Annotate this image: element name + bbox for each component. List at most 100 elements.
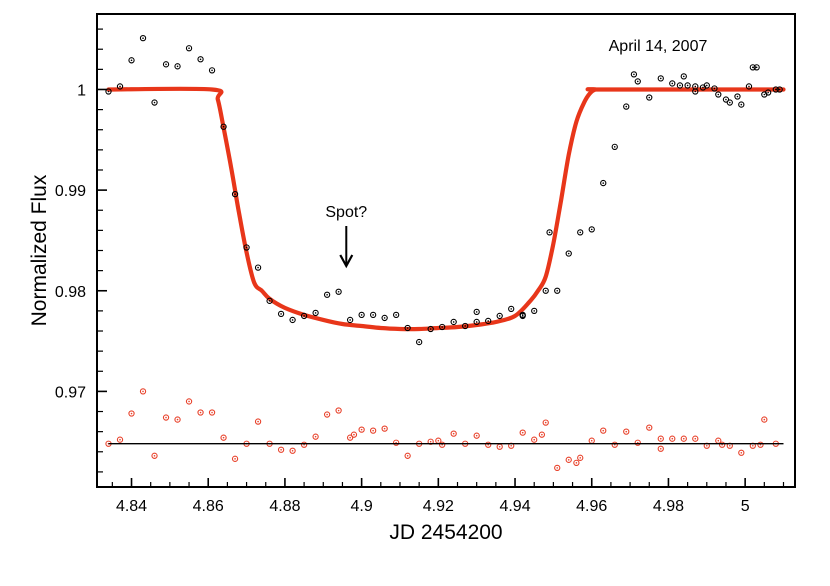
- observed-point: [684, 82, 691, 89]
- residual-point: [623, 428, 630, 435]
- x-tick-label: 4.94: [499, 498, 530, 515]
- observed-point: [630, 71, 638, 78]
- observed-point-center: [487, 320, 489, 322]
- residual-point-center: [671, 437, 674, 440]
- x-tick-label: 4.86: [193, 498, 224, 515]
- residual-point-center: [625, 430, 628, 433]
- x-tick-label: 4.84: [116, 498, 147, 515]
- observed-point-center: [763, 93, 766, 96]
- observed-point: [450, 318, 457, 326]
- observed-point-center: [406, 327, 409, 329]
- residual-point-center: [659, 437, 662, 440]
- observed-point: [692, 88, 699, 95]
- observed-point: [715, 91, 722, 98]
- observed-point-center: [659, 77, 662, 80]
- observed-point-center: [395, 314, 397, 316]
- spot-annotation: Spot?: [325, 204, 367, 221]
- residual-point: [335, 407, 342, 414]
- residual-point: [312, 433, 319, 440]
- observed-point: [726, 99, 733, 106]
- residual-point-center: [437, 439, 440, 442]
- residual-point: [573, 459, 580, 466]
- residual-point: [350, 431, 358, 438]
- observed-point: [611, 143, 618, 150]
- residual-point: [289, 447, 296, 454]
- x-tick-label: 4.96: [576, 498, 607, 515]
- residual-point-center: [544, 421, 547, 424]
- observed-point: [473, 318, 480, 326]
- observed-point-center: [521, 315, 524, 317]
- residual-point: [254, 418, 262, 425]
- observed-point-center: [360, 314, 363, 316]
- observed-point-center: [418, 341, 420, 343]
- observed-point: [669, 80, 676, 87]
- residual-point: [404, 452, 411, 459]
- observed-point-center: [633, 73, 635, 76]
- residual-point-center: [579, 457, 582, 459]
- residual-point-center: [729, 444, 731, 447]
- observed-point-center: [717, 93, 720, 96]
- observed-point: [277, 310, 285, 318]
- observed-point-center: [636, 80, 639, 83]
- y-tick-label: 0.99: [55, 183, 86, 200]
- residual-point-center: [694, 437, 697, 440]
- residual-point: [669, 435, 676, 442]
- residual-point-center: [257, 420, 259, 423]
- observed-point: [531, 307, 538, 315]
- observed-point-center: [452, 321, 455, 323]
- observed-point: [254, 264, 262, 271]
- residual-point: [692, 435, 699, 442]
- observed-point: [745, 83, 753, 90]
- observed-point: [266, 297, 273, 304]
- residual-point: [151, 452, 158, 459]
- observed-point: [753, 64, 760, 71]
- observed-point-center: [429, 328, 432, 330]
- observed-point-center: [303, 315, 305, 317]
- residual-point-center: [602, 429, 605, 432]
- residual-point-center: [406, 455, 409, 457]
- observed-point-center: [314, 312, 317, 314]
- observed-point: [369, 311, 377, 319]
- observed-point-center: [383, 317, 386, 319]
- observed-point: [496, 312, 503, 320]
- observed-point: [554, 287, 561, 294]
- residual-point-center: [752, 444, 754, 447]
- observed-point: [105, 88, 112, 95]
- observed-point-center: [349, 319, 351, 321]
- observed-point-center: [130, 59, 133, 62]
- residual-point: [323, 411, 331, 418]
- residual-point-center: [119, 438, 121, 441]
- observed-point-center: [234, 193, 236, 195]
- residual-point: [538, 431, 546, 438]
- observed-point-center: [579, 231, 582, 234]
- residual-point: [162, 414, 170, 421]
- observed-point-center: [176, 65, 179, 68]
- residual-point: [220, 434, 227, 441]
- spot-arrow-head: [339, 254, 354, 269]
- observed-point: [680, 73, 687, 80]
- residual-point-center: [541, 433, 543, 436]
- residual-point-center: [222, 436, 225, 439]
- residual-point-center: [498, 445, 501, 448]
- residual-point-center: [349, 436, 351, 439]
- observed-point-center: [748, 85, 750, 88]
- observed-point: [519, 312, 526, 320]
- residual-point: [577, 454, 584, 461]
- observed-point-center: [245, 246, 248, 249]
- observed-point-center: [686, 84, 689, 87]
- observed-point: [588, 226, 595, 233]
- observed-point: [738, 101, 745, 108]
- residual-point-center: [521, 431, 524, 434]
- observed-point: [197, 56, 204, 63]
- observed-point: [427, 325, 434, 333]
- x-tick-label: 4.98: [653, 498, 684, 515]
- observed-point-center: [544, 289, 547, 292]
- residual-point: [485, 441, 492, 448]
- residual-point: [439, 441, 446, 448]
- residual-point-center: [353, 433, 355, 436]
- observed-point: [600, 179, 607, 187]
- residual-point-center: [556, 467, 559, 469]
- observed-point: [312, 309, 319, 317]
- observed-point: [416, 338, 423, 346]
- observed-point: [765, 89, 772, 96]
